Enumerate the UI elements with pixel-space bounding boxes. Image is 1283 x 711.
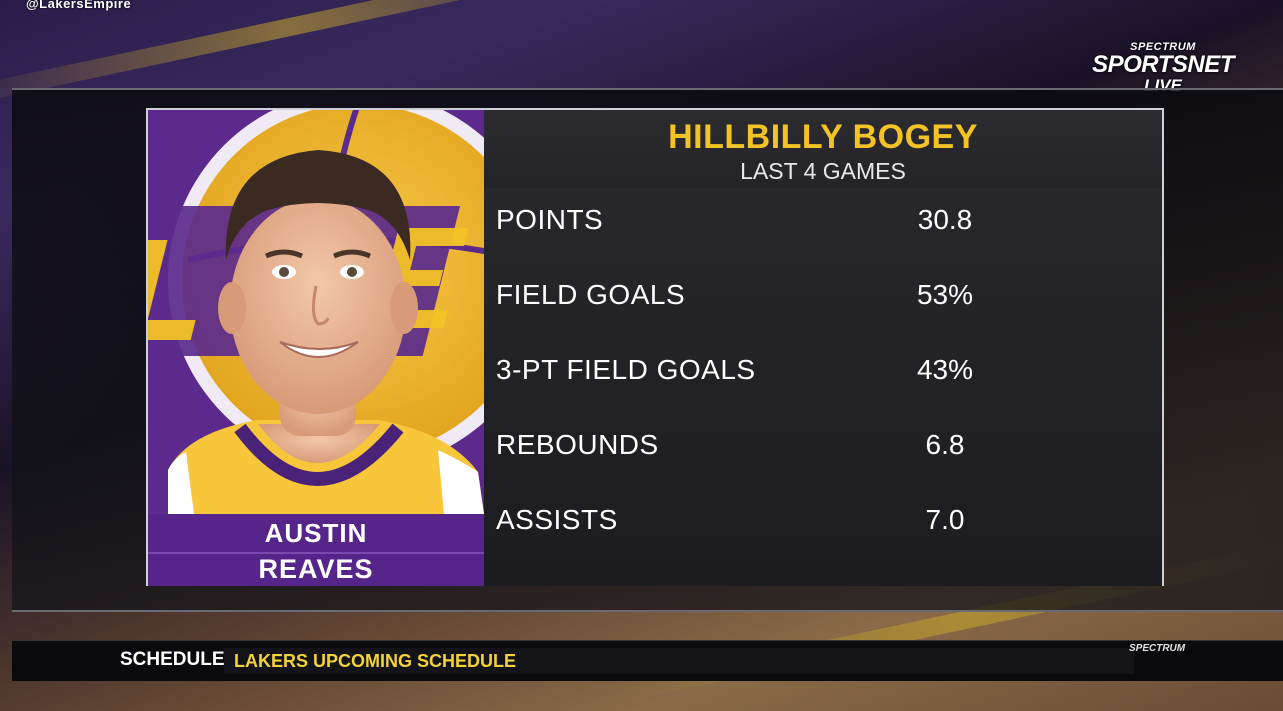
player-first-name: AUSTIN [264,518,368,548]
stats-subtitle: LAST 4 GAMES [740,158,906,184]
stats-header: HILLBILLY BOGEY LAST 4 GAMES [484,110,1162,188]
stat-label: POINTS [496,204,604,235]
stat-value: 30.8 [917,204,973,235]
stats-graphic-panel: AUSTIN REAVES HILLBILLY BOGEY LAST 4 GAM… [146,108,1164,586]
network-logo-line2: SPORTSNET [1092,51,1234,78]
network-logo: SPECTRUM SPORTSNET LIVE [1088,41,1238,95]
player-photo [148,110,484,514]
stats-area: HILLBILLY BOGEY LAST 4 GAMES POINTS 30.8… [484,110,1162,586]
stat-label: ASSISTS [496,504,618,535]
player-headshot-illustration [148,110,484,514]
stat-value: 6.8 [925,429,965,460]
stat-row-field-goals: FIELD GOALS 53% [484,271,1162,331]
stat-row-3pt-field-goals: 3-PT FIELD GOALS 43% [484,346,1162,406]
stat-value: 7.0 [925,504,965,535]
network-logo-line1: SPECTRUM [1130,41,1196,53]
ticker-label: SCHEDULE [120,649,225,670]
name-divider [148,552,484,554]
schedule-ticker: SCHEDULE LAKERS UPCOMING SCHEDULE SPECTR… [12,640,1283,681]
stat-label: REBOUNDS [496,429,659,460]
stat-label: FIELD GOALS [496,279,686,310]
stats-title: HILLBILLY BOGEY [668,118,978,156]
player-name-plate: AUSTIN REAVES [148,514,484,586]
player-last-name: REAVES [258,554,374,584]
player-figure [168,150,484,514]
ticker-network-logo: SPECTRUM [1129,643,1186,654]
stat-value: 53% [916,279,974,310]
stat-row-points: POINTS 30.8 [484,196,1162,256]
stat-label: 3-PT FIELD GOALS [496,354,756,385]
stat-value: 43% [916,354,974,385]
stat-row-assists: ASSISTS 7.0 [484,496,1162,556]
stat-row-rebounds: REBOUNDS 6.8 [484,421,1162,481]
watermark: @LakersEmpire [26,0,132,11]
ticker-text: LAKERS UPCOMING SCHEDULE [224,648,1134,674]
